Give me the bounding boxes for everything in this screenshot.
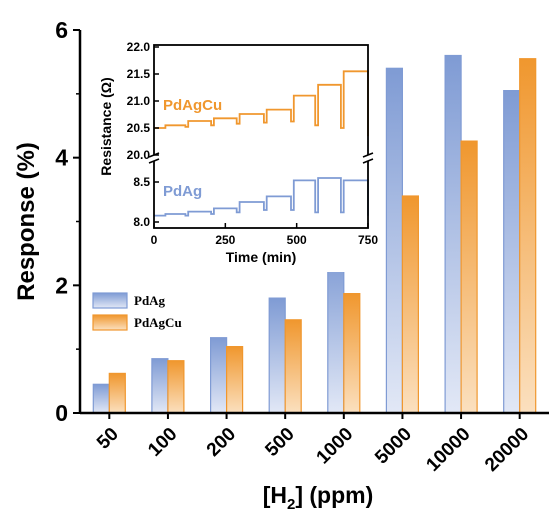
x-tick-label-200: 200 [203,424,240,461]
x-tick-label-1000: 1000 [313,424,358,469]
inset-line-pdagcu [154,70,369,137]
inset-label-pdag: PdAg [163,183,202,200]
inset-x-tick-label-500: 500 [287,233,307,247]
bar-pdagcu-100 [167,360,185,414]
bar-pdagcu-50 [108,372,126,414]
bar-pdag-1000 [327,254,345,414]
y-tick-label-6: 6 [55,17,68,43]
inset-x-tick-label-750: 750 [358,233,378,247]
inset-y-axis-title: Resistance (Ω) [98,77,114,175]
inset-y-tick-label-20.0: 20.0 [127,148,151,162]
legend-label-pdag: PdAg [134,293,166,308]
bar-pdagcu-10000 [460,140,478,414]
bar-pdag-200 [210,337,228,414]
inset-frame [153,44,369,229]
x-tick-label-5000: 5000 [371,424,416,469]
y-axis-title: Response (%) [13,142,40,301]
inset-y-tick-label-22.0: 22.0 [127,40,151,54]
bar-pdag-20000 [503,89,521,414]
bar-pdag-10000 [444,54,462,414]
main-axes: 50 100 200 500 1000 5000 10000 200000246Respons… [13,17,549,513]
axis-break-mark [362,152,374,158]
legend-swatch-pdagcu [92,314,128,331]
x-axis-title: [H2] (ppm) [263,482,374,513]
bar-pdagcu-1000 [343,293,361,414]
inset-background [94,37,378,272]
x-tick-label-20000: 20000 [481,424,533,476]
inset-x-tick-label-0: 0 [151,233,158,247]
inset-label-pdagcu: PdAgCu [163,97,222,114]
legend: PdAg PdAgCu [92,292,182,331]
x-tick-label-50: 50 [93,424,123,454]
bar-pdag-500 [268,297,286,414]
inset-y-tick-label-8.0: 8.0 [133,215,150,229]
x-tick-label-100: 100 [144,424,181,461]
legend-label-pdagcu: PdAgCu [134,315,182,330]
inset-chart: 20.0 20.5 21.0 21.5 22.0 8.0 8.5 0 250 500 750 Time… [94,37,378,272]
y-tick-label-4: 4 [55,145,68,171]
axis-break-mark [148,158,160,164]
bar-pdagcu-500 [284,319,302,414]
inset-line-pdag [154,177,369,217]
axis-break-gap [364,155,372,161]
axis-break-gap [150,155,158,161]
bar-pdag-50 [92,383,110,414]
inset-y-tick-label-8.5: 8.5 [133,175,150,189]
inset-x-axis-title: Time (min) [226,249,297,265]
y-tick-label-0: 0 [55,400,68,426]
inset-x-tick-label-250: 250 [215,233,235,247]
bar-pdag-100 [151,358,169,414]
x-tick-label-10000: 10000 [422,424,474,476]
inset-y-tick-label-21.5: 21.5 [127,67,151,81]
inset-y-tick-label-21.0: 21.0 [127,94,151,108]
bar-pdagcu-5000 [401,195,419,414]
x-tick-label-500: 500 [261,424,298,461]
bar-pdag-5000 [385,67,403,414]
axis-break-mark [362,158,374,164]
legend-swatch-pdag [92,292,128,309]
inset-y-tick-label-20.5: 20.5 [127,121,151,135]
y-tick-label-2: 2 [55,272,68,298]
bar-pdagcu-20000 [519,58,537,414]
bar-pdagcu-200 [226,346,244,414]
